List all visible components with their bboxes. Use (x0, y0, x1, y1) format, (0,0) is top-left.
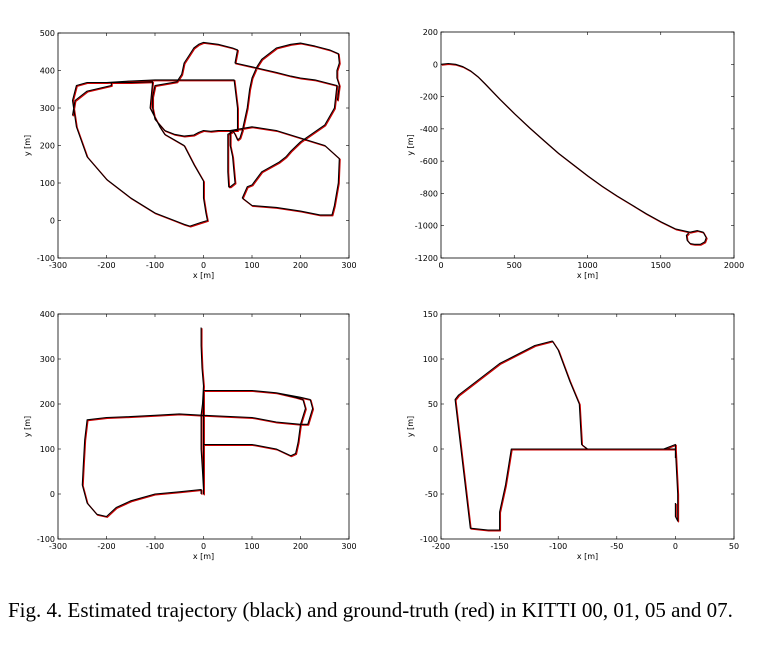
y-tick-label: 0 (433, 60, 438, 69)
x-tick-label: -100 (146, 261, 164, 270)
estimated-trajectory (71, 41, 340, 227)
y-tick-label: 100 (40, 179, 55, 188)
chart-panel-2: 0 500 1000 1500 2000-1200-1000-800-600-400-2… (406, 28, 744, 280)
x-tick-label: 0 (673, 542, 678, 551)
x-axis-label: x [m] (193, 552, 214, 561)
ground-truth-trajectory (72, 42, 341, 228)
x-tick-label: 0 (201, 261, 206, 270)
x-tick-label: 300 (341, 542, 356, 551)
y-tick-label: -50 (425, 490, 438, 499)
y-tick-label: 100 (40, 445, 55, 454)
x-tick-label: 300 (341, 261, 356, 270)
x-tick-label: -100 (146, 542, 164, 551)
y-tick-label: 300 (40, 104, 55, 113)
y-tick-label: -1000 (415, 222, 438, 231)
y-tick-label: -800 (420, 189, 438, 198)
x-tick-label: -150 (491, 542, 509, 551)
y-tick-label: -100 (37, 254, 55, 263)
x-tick-label: 1000 (577, 261, 597, 270)
ground-truth-trajectory (82, 328, 315, 518)
chart-panel-3: -300 -200 -100 0 100 200 300 -100 0 100 200 300 400 x… (23, 310, 357, 561)
y-tick-label: 200 (40, 400, 55, 409)
y-tick-label: 150 (423, 310, 438, 319)
y-tick-label: 500 (40, 29, 55, 38)
chart-panel-4: -200 -150 -100 -50 0 50 -100 -50 0 50 100 150 x [m] y… (406, 310, 739, 561)
figure-panels: -300 -200 -100 0 100 200 300-10001002003004005… (23, 28, 744, 561)
estimated-trajectory (440, 62, 707, 245)
x-tick-label: 100 (244, 261, 259, 270)
x-tick-label: -200 (97, 261, 115, 270)
y-tick-label: -600 (420, 157, 438, 166)
x-tick-label: 2000 (724, 261, 744, 270)
y-tick-label: -100 (37, 535, 55, 544)
y-tick-label: 100 (423, 355, 438, 364)
y-tick-label: 200 (40, 142, 55, 151)
y-tick-label: -1200 (415, 254, 438, 263)
y-tick-label: -400 (420, 125, 438, 134)
y-axis-label: y [m] (23, 416, 32, 437)
chart-panel-1: -300 -200 -100 0 100 200 300 -100 0 100 200 300 400 5… (23, 29, 357, 280)
y-axis-label: y [m] (23, 135, 32, 156)
x-tick-label: -300 (49, 261, 67, 270)
y-tick-label: -200 (420, 93, 438, 102)
plot-frame (440, 31, 735, 259)
x-tick-label: 100 (244, 542, 259, 551)
y-tick-label: 0 (50, 490, 55, 499)
plot-frame (440, 313, 735, 540)
x-tick-label: -200 (432, 542, 450, 551)
y-axis-label: y [m] (406, 416, 415, 437)
x-tick-label: 200 (293, 542, 308, 551)
y-tick-label: 400 (40, 67, 55, 76)
x-axis-label: x [m] (577, 271, 598, 280)
y-tick-label: 50 (428, 400, 438, 409)
y-tick-label: 400 (40, 310, 55, 319)
ground-truth-trajectory (441, 63, 708, 246)
x-tick-label: 200 (293, 261, 308, 270)
x-tick-label: -50 (610, 542, 623, 551)
x-tick-label: 0 (438, 261, 443, 270)
ground-truth-trajectory (455, 341, 680, 532)
x-axis-label: x [m] (193, 271, 214, 280)
y-tick-label: 300 (40, 355, 55, 364)
y-tick-label: 200 (423, 28, 438, 37)
x-tick-label: 1500 (651, 261, 671, 270)
x-tick-label: 50 (729, 542, 739, 551)
y-tick-label: -100 (420, 535, 438, 544)
x-tick-label: 500 (507, 261, 522, 270)
x-tick-label: -100 (549, 542, 567, 551)
x-tick-label: -300 (49, 542, 67, 551)
estimated-trajectory (81, 327, 314, 518)
x-axis-label: x [m] (577, 552, 598, 561)
x-tick-label: 0 (201, 542, 206, 551)
plot-frame (57, 32, 350, 259)
x-tick-label: -200 (97, 542, 115, 551)
y-tick-label: 0 (433, 445, 438, 454)
figure-caption: Fig. 4. Estimated trajectory (black) and… (8, 598, 733, 622)
estimated-trajectory (454, 340, 679, 531)
y-axis-label: y [m] (406, 134, 415, 155)
y-tick-label: 0 (50, 217, 55, 226)
